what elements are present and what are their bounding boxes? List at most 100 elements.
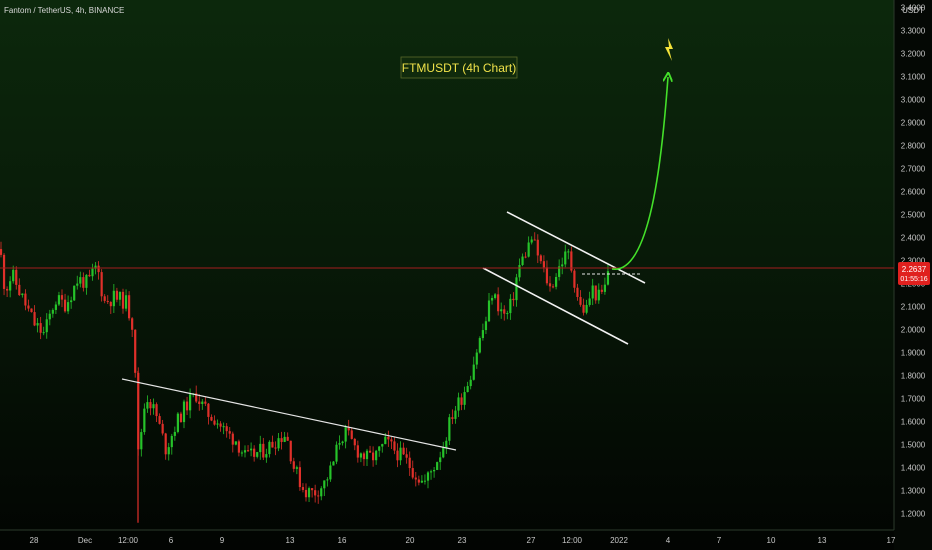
price-tick-label: 2.0000	[901, 326, 926, 335]
candle	[67, 295, 70, 315]
candle	[314, 484, 317, 503]
symbol-legend: Fantom / TetherUS, 4h, BINANCE	[4, 6, 124, 15]
time-tick-label: 12:00	[118, 536, 139, 545]
channel-upper-line[interactable]	[506, 211, 646, 284]
candle	[234, 441, 237, 446]
price-tick-label: 1.9000	[901, 349, 926, 358]
time-tick-label: 12:00	[562, 536, 583, 545]
candle	[582, 298, 585, 316]
candle	[591, 278, 594, 306]
candle	[454, 406, 457, 424]
candle	[518, 258, 521, 282]
candle	[286, 432, 289, 441]
candle	[460, 393, 463, 411]
candle	[359, 452, 362, 463]
price-tick-label: 1.5000	[901, 441, 926, 450]
candle	[246, 445, 250, 453]
candle	[158, 413, 161, 425]
candle	[301, 483, 305, 493]
candle	[503, 305, 506, 321]
candle	[97, 261, 100, 280]
candle	[134, 329, 137, 378]
candle	[0, 241, 3, 258]
time-tick-label: 4	[666, 536, 671, 545]
candle	[33, 305, 36, 327]
candle	[60, 289, 64, 308]
candle	[91, 263, 94, 281]
candle	[497, 287, 500, 316]
candle	[6, 286, 9, 297]
candle	[36, 317, 39, 333]
candle	[222, 422, 225, 435]
last-price-badge[interactable]: 2.2637 01:55:16	[898, 262, 930, 285]
candle	[484, 316, 488, 335]
chart-annotation-box[interactable]: FTMUSDT (4h Chart)	[400, 56, 518, 79]
candle	[225, 423, 228, 438]
candle	[112, 283, 115, 313]
candle	[243, 445, 247, 458]
candle	[115, 287, 118, 303]
candle	[21, 293, 24, 298]
candle	[393, 436, 396, 455]
candle	[405, 447, 408, 464]
candle	[15, 266, 18, 290]
candles-layer	[0, 232, 610, 523]
candle	[176, 412, 179, 434]
channel-lower-line[interactable]	[482, 267, 629, 345]
candle	[45, 313, 48, 339]
time-axis[interactable]: 28 Dec 12:00 6 9 13 16 20 23 27 12:00 2022 4 7 10 13 17	[30, 536, 896, 545]
candle	[152, 398, 155, 415]
candle	[311, 488, 314, 498]
candle	[539, 254, 542, 264]
candle	[27, 299, 30, 312]
candle	[231, 431, 234, 453]
candle	[210, 414, 213, 422]
candle	[341, 440, 344, 446]
time-tick-label: 27	[527, 536, 536, 545]
candle	[466, 381, 469, 393]
candle	[326, 477, 329, 487]
candle	[329, 461, 332, 482]
candle	[335, 441, 338, 465]
candle	[259, 435, 262, 460]
price-axis-currency: USDT	[902, 6, 924, 15]
candle	[558, 259, 561, 281]
candle	[250, 442, 253, 457]
candle	[600, 284, 603, 295]
candle	[140, 428, 143, 457]
descending-resistance-trendline[interactable]	[121, 378, 457, 451]
candle	[509, 294, 512, 320]
candle	[527, 236, 530, 258]
candle	[82, 272, 85, 292]
price-tick-label: 3.4000	[901, 4, 926, 13]
projection-arrow[interactable]	[611, 77, 668, 270]
price-tick-label: 3.3000	[901, 27, 926, 36]
candle	[48, 309, 51, 326]
candle	[173, 426, 176, 441]
candle	[271, 435, 274, 448]
annotation-text: FTMUSDT (4h Chart)	[402, 61, 516, 75]
candle	[362, 451, 366, 466]
candle	[79, 271, 82, 288]
candle	[76, 275, 79, 290]
candle	[182, 399, 186, 429]
time-tick-label: 10	[767, 536, 776, 545]
candle	[512, 292, 515, 307]
candle	[426, 471, 430, 489]
candle	[442, 441, 445, 459]
candle	[88, 269, 91, 277]
candle	[457, 392, 460, 418]
time-tick-label: 9	[220, 536, 225, 545]
candle	[439, 451, 442, 470]
time-tick-label: 16	[338, 536, 347, 545]
candle	[320, 486, 323, 501]
candle	[256, 451, 259, 459]
candle	[478, 336, 481, 354]
time-tick-label: 23	[458, 536, 467, 545]
price-axis[interactable]: 3.4000 3.3000 3.2000 3.1000 3.0000 2.9000 2.80…	[901, 4, 926, 519]
candle	[332, 461, 335, 466]
price-tick-label: 2.1000	[901, 303, 926, 312]
candle	[262, 437, 265, 461]
